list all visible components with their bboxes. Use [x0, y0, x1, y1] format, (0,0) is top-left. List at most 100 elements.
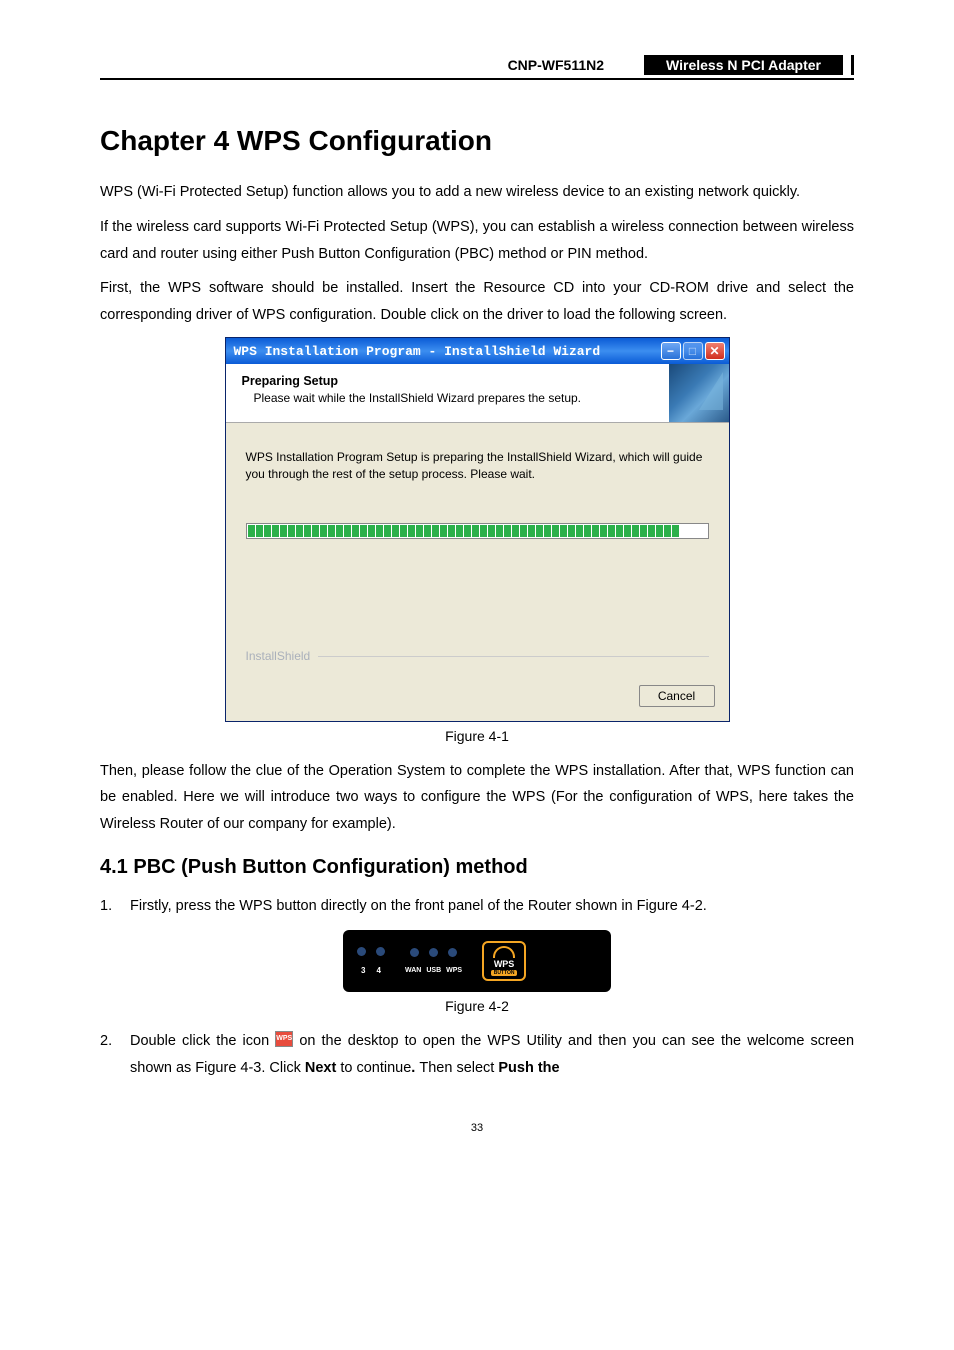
section-4-1-title: 4.1 PBC (Push Button Configuration) meth… — [100, 856, 854, 879]
step-number: 2. — [100, 1028, 130, 1082]
led-icon — [410, 948, 419, 957]
progress-segment — [248, 525, 255, 537]
progress-segment — [512, 525, 519, 537]
progress-segment — [616, 525, 623, 537]
step-number: 1. — [100, 893, 130, 920]
led-icon — [429, 948, 438, 957]
close-button[interactable]: ✕ — [705, 342, 725, 360]
progress-segment — [576, 525, 583, 537]
progress-segment — [304, 525, 311, 537]
progress-segment — [592, 525, 599, 537]
progress-segment — [544, 525, 551, 537]
progress-segment — [416, 525, 423, 537]
led-label: 3 — [361, 966, 365, 975]
progress-segment — [424, 525, 431, 537]
progress-segment — [448, 525, 455, 537]
router-figure: 3 4 WAN USB WPS WPS BUTTON — [100, 930, 854, 992]
installer-dialog: WPS Installation Program - InstallShield… — [225, 337, 730, 722]
progress-segment — [344, 525, 351, 537]
progress-segment — [624, 525, 631, 537]
progress-segment — [440, 525, 447, 537]
progress-segment — [464, 525, 471, 537]
progress-segment — [432, 525, 439, 537]
dialog-titlebar: WPS Installation Program - InstallShield… — [226, 338, 729, 364]
progress-segment — [672, 525, 679, 537]
progress-segment — [376, 525, 383, 537]
dialog-title: WPS Installation Program - InstallShield… — [234, 344, 601, 359]
wps-button-label: WPS — [494, 959, 515, 969]
dialog-subheading: Please wait while the InstallShield Wiza… — [242, 391, 582, 405]
header-divider — [851, 55, 854, 75]
dialog-body: WPS Installation Program Setup is prepar… — [226, 423, 729, 677]
step-1: 1. Firstly, press the WPS button directl… — [100, 893, 854, 920]
progress-segment — [456, 525, 463, 537]
progress-segment — [280, 525, 287, 537]
wps-button-sublabel: BUTTON — [491, 970, 518, 976]
progress-segment — [296, 525, 303, 537]
maximize-button[interactable]: □ — [683, 342, 703, 360]
progress-segment — [408, 525, 415, 537]
port-label: WAN — [405, 967, 421, 974]
progress-segment — [504, 525, 511, 537]
led-group-2: WAN USB WPS — [405, 948, 462, 974]
progress-segment — [272, 525, 279, 537]
progress-segment — [560, 525, 567, 537]
dialog-heading: Preparing Setup — [242, 374, 582, 388]
intro-para-3: First, the WPS software should be instal… — [100, 275, 854, 329]
progress-segment — [480, 525, 487, 537]
progress-segment — [552, 525, 559, 537]
progress-segment — [400, 525, 407, 537]
progress-segment — [320, 525, 327, 537]
figure-4-1-caption: Figure 4-1 — [100, 728, 854, 744]
progress-segment — [520, 525, 527, 537]
cancel-button[interactable]: Cancel — [639, 685, 715, 707]
progress-segment — [600, 525, 607, 537]
wps-desktop-icon: WPS — [275, 1031, 293, 1047]
led-label: 4 — [377, 966, 381, 975]
progress-segment — [472, 525, 479, 537]
progress-segment — [488, 525, 495, 537]
dialog-header-graphic — [669, 364, 729, 422]
progress-segment — [312, 525, 319, 537]
product-name: Wireless N PCI Adapter — [644, 55, 843, 75]
dialog-message: WPS Installation Program Setup is prepar… — [246, 449, 709, 483]
led-group-1: 3 4 — [357, 947, 385, 975]
wps-arc-icon — [493, 946, 515, 958]
progress-segment — [584, 525, 591, 537]
installshield-label: InstallShield — [246, 649, 709, 663]
progress-segment — [648, 525, 655, 537]
intro-para-2: If the wireless card supports Wi-Fi Prot… — [100, 214, 854, 268]
installer-dialog-figure: WPS Installation Program - InstallShield… — [100, 337, 854, 722]
dialog-footer: Cancel — [226, 677, 729, 721]
progress-segment — [288, 525, 295, 537]
progress-segment — [568, 525, 575, 537]
step-2: 2. Double click the icon WPS on the desk… — [100, 1028, 854, 1082]
progress-segment — [384, 525, 391, 537]
progress-segment — [496, 525, 503, 537]
model-code: CNP-WF511N2 — [508, 57, 644, 73]
progress-segment — [256, 525, 263, 537]
window-controls: − □ ✕ — [661, 342, 725, 360]
port-label: WPS — [446, 967, 462, 974]
page-header: CNP-WF511N2 Wireless N PCI Adapter — [100, 55, 854, 80]
chapter-title: Chapter 4 WPS Configuration — [100, 125, 854, 157]
progress-segment — [264, 525, 271, 537]
step-2-text: Double click the icon WPS on the desktop… — [130, 1028, 854, 1082]
progress-segment — [656, 525, 663, 537]
progress-segment — [640, 525, 647, 537]
wps-button[interactable]: WPS BUTTON — [482, 941, 526, 981]
progress-segment — [336, 525, 343, 537]
progress-segment — [360, 525, 367, 537]
progress-segment — [328, 525, 335, 537]
progress-segment — [352, 525, 359, 537]
intro-para-1: WPS (Wi-Fi Protected Setup) function all… — [100, 179, 854, 206]
led-icon — [357, 947, 366, 956]
figure-4-2-caption: Figure 4-2 — [100, 998, 854, 1014]
step-1-text: Firstly, press the WPS button directly o… — [130, 893, 854, 920]
progress-segment — [608, 525, 615, 537]
progress-segment — [368, 525, 375, 537]
minimize-button[interactable]: − — [661, 342, 681, 360]
dialog-header: Preparing Setup Please wait while the In… — [226, 364, 729, 423]
progress-segment — [536, 525, 543, 537]
progress-segment — [528, 525, 535, 537]
